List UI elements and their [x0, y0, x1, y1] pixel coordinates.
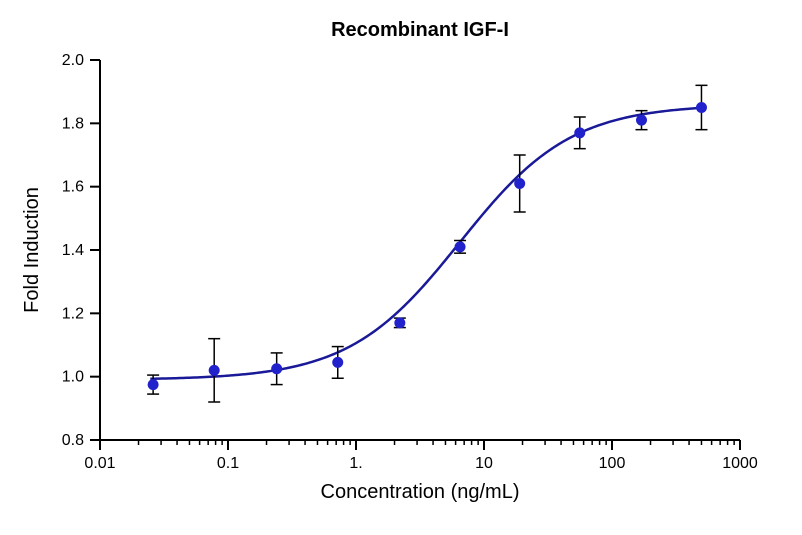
data-point	[209, 365, 219, 375]
y-tick-label: 1.4	[62, 242, 84, 259]
x-tick-label: 100	[599, 455, 626, 472]
data-point	[333, 357, 343, 367]
chart-bg	[0, 0, 802, 535]
x-axis-label: Concentration (ng/mL)	[321, 481, 520, 503]
data-point	[696, 103, 706, 113]
x-tick-label: 0.1	[217, 455, 239, 472]
data-point	[272, 364, 282, 374]
y-axis-label: Fold Induction	[21, 187, 43, 313]
chart-title: Recombinant IGF-I	[331, 19, 509, 41]
data-point	[515, 179, 525, 189]
data-point	[575, 128, 585, 138]
data-point	[455, 242, 465, 252]
y-tick-label: 2.0	[62, 52, 84, 69]
y-tick-label: 1.0	[62, 369, 84, 386]
y-tick-label: 1.2	[62, 305, 84, 322]
y-tick-label: 0.8	[62, 432, 84, 449]
y-tick-label: 1.6	[62, 179, 84, 196]
chart-container: Recombinant IGF-I 0.01 0.1 1. 10 100 1000 0.8 1.…	[0, 0, 802, 535]
data-point	[148, 380, 158, 390]
data-point	[395, 318, 405, 328]
y-tick-label: 1.8	[62, 115, 84, 132]
x-tick-label: 0.01	[84, 455, 115, 472]
data-point	[636, 115, 646, 125]
x-tick-label: 1000	[722, 455, 758, 472]
chart-svg: Recombinant IGF-I 0.01 0.1 1. 10 100 1000 0.8 1.…	[0, 0, 802, 535]
x-tick-label: 10	[475, 455, 493, 472]
x-tick-label: 1.	[349, 455, 362, 472]
